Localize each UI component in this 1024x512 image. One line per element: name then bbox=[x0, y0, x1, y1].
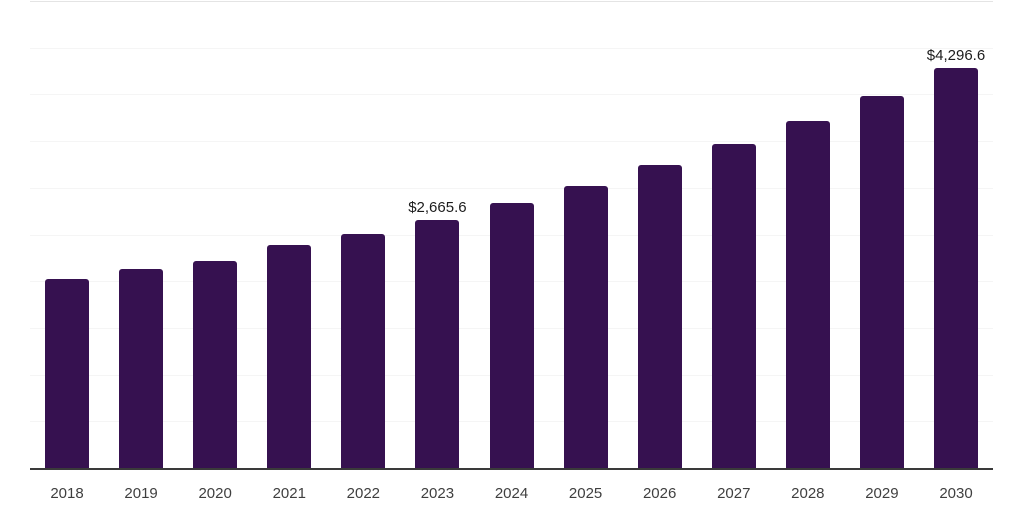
value-label-2030: $4,296.6 bbox=[926, 46, 986, 64]
x-tick-2021: 2021 bbox=[272, 485, 306, 502]
x-tick-2025: 2025 bbox=[568, 485, 603, 502]
bar-2018[interactable] bbox=[45, 279, 89, 469]
gridline-3000 bbox=[30, 187, 993, 189]
bar-2029[interactable] bbox=[859, 95, 904, 469]
x-tick-2028: 2028 bbox=[791, 485, 825, 502]
bar-2019[interactable] bbox=[119, 268, 164, 469]
bar-2022[interactable] bbox=[341, 233, 386, 469]
bar-2026[interactable] bbox=[637, 164, 682, 469]
bar-2025[interactable] bbox=[563, 186, 608, 469]
x-tick-2027: 2027 bbox=[717, 485, 751, 502]
x-tick-2029: 2029 bbox=[865, 485, 899, 502]
x-tick-2022: 2022 bbox=[346, 485, 381, 502]
x-tick-2020: 2020 bbox=[198, 485, 232, 502]
x-tick-2023: 2023 bbox=[420, 485, 455, 502]
gridline-3500 bbox=[30, 141, 993, 143]
bar-2023[interactable] bbox=[415, 220, 460, 469]
x-tick-2018: 2018 bbox=[50, 485, 84, 502]
bar-2030[interactable] bbox=[934, 67, 978, 469]
gridline-4500 bbox=[30, 47, 993, 49]
bar-2024[interactable] bbox=[489, 202, 534, 469]
x-tick-2030: 2030 bbox=[939, 485, 973, 502]
x-tick-2024: 2024 bbox=[494, 485, 529, 502]
gridline-4000 bbox=[30, 94, 993, 96]
x-tick-2026: 2026 bbox=[642, 485, 677, 502]
x-axis-line bbox=[30, 468, 993, 470]
bar-2021[interactable] bbox=[267, 244, 312, 469]
bar-2028[interactable] bbox=[785, 121, 830, 469]
chart-plot-area bbox=[30, 1, 993, 470]
bar-2020[interactable] bbox=[193, 260, 238, 469]
value-label-2023: $2,665.6 bbox=[408, 199, 467, 217]
bar-2027[interactable] bbox=[711, 143, 756, 469]
gridline-5000 bbox=[30, 1, 993, 2]
x-tick-2019: 2019 bbox=[124, 485, 158, 502]
